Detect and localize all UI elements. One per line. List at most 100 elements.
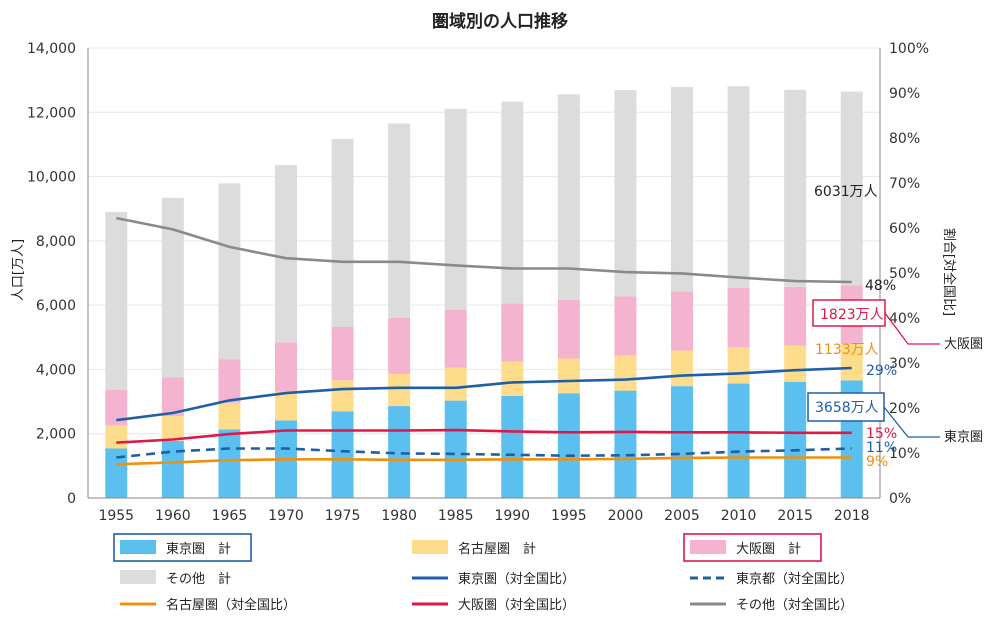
x-tick-label: 1990 <box>494 508 530 524</box>
bar-segment-3 <box>444 309 467 368</box>
bar-segment-2 <box>388 373 411 407</box>
bar-segment-1 <box>501 395 524 498</box>
series-line-3 <box>116 456 852 466</box>
series-line-1 <box>116 366 852 422</box>
legend-label: 大阪圏 計 <box>736 541 801 557</box>
legend-frame <box>683 533 822 562</box>
y-right-tick-label: 30% <box>889 356 920 372</box>
axes <box>87 48 881 499</box>
leader-line-osaka <box>884 312 940 345</box>
bar-series <box>105 86 863 498</box>
bar-segment-3 <box>671 291 693 351</box>
bar-segment-1 <box>161 440 184 498</box>
bar-segment-1 <box>557 393 580 498</box>
legend-label: 名古屋圏（対全国比） <box>166 597 296 613</box>
y-right-tick-label: 70% <box>889 176 920 192</box>
legend-label: 名古屋圏 計 <box>458 541 536 557</box>
bar-segment-3 <box>557 299 580 359</box>
y-tick-label: 2,000 <box>36 427 76 443</box>
bar-segment-1 <box>218 429 241 498</box>
legend-swatch <box>412 540 448 554</box>
bar-segment-4 <box>331 138 354 327</box>
y-tick-label: 0 <box>67 491 76 507</box>
y-right-tick-label: 0% <box>889 491 911 507</box>
bar-segment-4 <box>161 197 184 378</box>
leader-line-tokyo <box>883 406 940 438</box>
x-tick-label: 2000 <box>608 508 644 524</box>
y-right-tick-label: 10% <box>889 446 920 462</box>
x-tick-label: 1960 <box>155 508 191 524</box>
legend-swatch <box>120 540 156 554</box>
x-axis-ticks: 1955 1960 1965 1970 1975 1980 1985 1990 1995 2000… <box>98 508 869 524</box>
bar-segment-4 <box>275 165 297 343</box>
annotations: 6031万人48%1823万人大阪圏1133万人29%3658万人東京圏15%1… <box>807 184 983 470</box>
annotation-label: 11% <box>866 440 897 456</box>
annotation-box <box>807 392 885 422</box>
bar-segment-2 <box>161 416 184 441</box>
bar-segment-2 <box>671 350 693 387</box>
bar-segment-2 <box>218 402 241 430</box>
bar-segment-4 <box>727 86 750 288</box>
annotation-label: 48% <box>865 278 896 294</box>
x-tick-label: 2010 <box>721 508 757 524</box>
bar-segment-2 <box>331 380 354 412</box>
bar-segment-2 <box>840 344 863 381</box>
x-tick-label: 1995 <box>551 508 587 524</box>
legend-swatch <box>690 540 726 554</box>
bar-segment-1 <box>331 411 354 498</box>
y-tick-label: 12,000 <box>27 105 76 121</box>
y-tick-label: 10,000 <box>27 170 76 186</box>
bar-segment-3 <box>501 303 524 362</box>
bar-segment-1 <box>105 448 128 498</box>
annotation-label: 15% <box>866 426 897 442</box>
bar-segment-4 <box>614 90 637 297</box>
annotation-box <box>812 299 886 327</box>
series-line-4 <box>116 428 852 444</box>
y-axis-right-label: 割合[対全国比] <box>941 228 957 316</box>
bar-segment-3 <box>105 390 128 426</box>
right-axis-ticks: 0% 10% 20% 30% 40% 50% 60% 70% 80% 90% 100% <box>889 41 929 507</box>
x-tick-label: 2018 <box>834 508 870 524</box>
x-tick-label: 1970 <box>268 508 304 524</box>
legend-label: その他（対全国比） <box>736 597 853 613</box>
annotation-label: 6031万人 <box>814 184 878 200</box>
x-tick-label: 1980 <box>381 508 417 524</box>
bar-segment-3 <box>727 287 750 348</box>
bar-segment-3 <box>161 377 184 417</box>
x-tick-label: 1985 <box>438 508 474 524</box>
bar-segment-2 <box>105 425 128 449</box>
legend-label: 東京都（対全国比） <box>736 571 853 587</box>
x-tick-label: 2015 <box>777 508 813 524</box>
line-series <box>116 216 852 466</box>
annotation-label: 9% <box>866 454 888 470</box>
series-line-5 <box>116 216 852 284</box>
y-right-tick-label: 100% <box>889 41 929 57</box>
annotation-label: 1133万人 <box>815 342 879 358</box>
bar-segment-4 <box>501 101 524 304</box>
y-right-tick-label: 20% <box>889 401 920 417</box>
bar-segment-4 <box>105 211 128 390</box>
y-right-tick-label: 80% <box>889 131 920 147</box>
annotation-label: 東京圏 <box>944 429 983 445</box>
left-axis-ticks: 0 2,000 4,000 6,000 8,000 10,000 12,000 14,000 <box>27 41 76 507</box>
bar-segment-2 <box>501 361 524 396</box>
x-tick-label: 1955 <box>98 508 134 524</box>
annotation-label: 1823万人 <box>820 307 884 323</box>
legend-label: 東京圏（対全国比） <box>458 571 575 587</box>
y-tick-label: 6,000 <box>36 298 76 314</box>
x-tick-label: 1975 <box>325 508 361 524</box>
bar-segment-3 <box>784 286 807 346</box>
bar-segment-2 <box>444 367 467 401</box>
annotation-label: 3658万人 <box>815 400 879 416</box>
bar-segment-4 <box>784 89 807 287</box>
x-tick-label: 2005 <box>664 508 700 524</box>
bar-segment-2 <box>557 358 580 394</box>
annotation-label: 大阪圏 <box>944 337 983 352</box>
legend-label: その他 計 <box>166 571 231 587</box>
y-axis-label: 人口[万人] <box>11 239 26 301</box>
legend-swatch <box>120 570 156 584</box>
bar-segment-2 <box>727 347 750 384</box>
